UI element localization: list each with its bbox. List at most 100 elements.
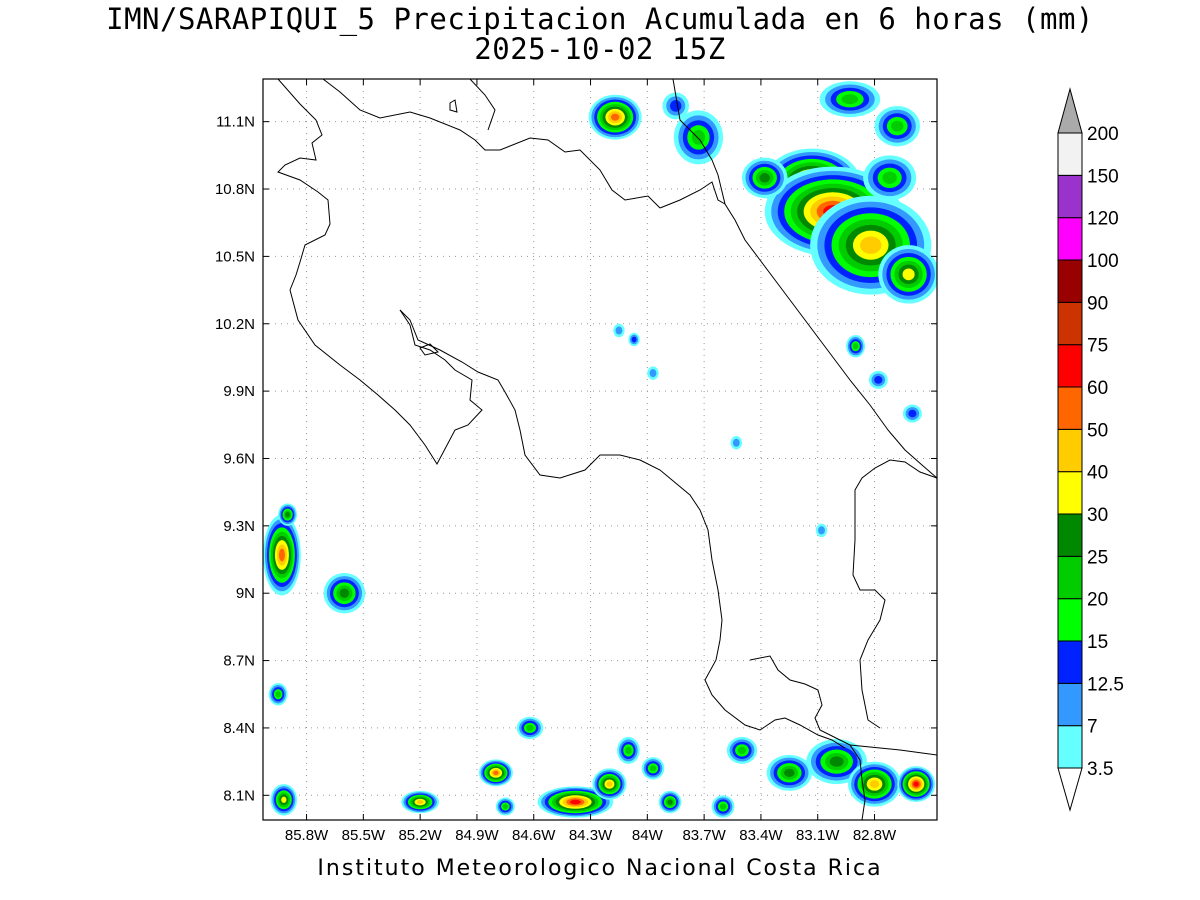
osa-peninsula-coast: [749, 655, 851, 746]
lake-nicaragua-south-shore: [322, 79, 661, 209]
lat-tick-label: 9.6N: [223, 450, 255, 467]
precip-cell: [662, 92, 689, 120]
colorbar-tick-label: 75: [1087, 336, 1108, 357]
lat-tick-label: 9.9N: [223, 383, 255, 400]
precip-contour-level-6: [759, 173, 770, 183]
colorbar-swatch: [1057, 598, 1083, 642]
precip-cell: [278, 503, 298, 526]
precip-contour-level-5: [841, 94, 859, 105]
colorbar-tick-label: 25: [1087, 547, 1108, 568]
nicoya-gulf-island: [419, 343, 439, 356]
precip-cell: [819, 81, 881, 118]
precip-cell: [617, 736, 640, 764]
caribbean-coast: [672, 79, 937, 479]
precip-contour-level-3: [874, 376, 883, 384]
precip-contour-level-5: [625, 746, 632, 755]
precip-cell: [263, 514, 301, 596]
colorbar-tick-label: 30: [1087, 505, 1108, 526]
precip-contour-level-8: [869, 780, 880, 789]
colorbar-swatch: [1057, 301, 1083, 346]
colorbar-swatch: [1057, 471, 1083, 515]
precip-contour-level-5: [891, 120, 904, 132]
lat-tick-label: 8.7N: [223, 653, 255, 670]
precip-contour-level-7: [281, 796, 287, 803]
precip-cell: [726, 736, 758, 764]
precip-cell: [878, 245, 937, 304]
precip-cell: [478, 759, 513, 787]
colorbar-swatch: [1057, 640, 1083, 684]
lat-tick-label: 8.1N: [223, 787, 255, 804]
precip-contour-level-5: [502, 804, 508, 809]
precip-cell: [658, 790, 682, 814]
precip-cell: [628, 332, 640, 347]
colorbar-tick-label: 150: [1087, 166, 1119, 187]
footer-credit: Instituto Meteorologico Nacional Costa R…: [317, 856, 883, 881]
precip-cell: [846, 334, 866, 358]
precip-contour-level-3: [670, 100, 682, 112]
lon-tick-label: 85.8W: [285, 827, 329, 844]
colorbar-tick-label: 50: [1087, 420, 1108, 441]
precip-cell: [815, 523, 828, 538]
colorbar-tick-label: 60: [1087, 378, 1108, 399]
precip-cell: [401, 790, 440, 814]
precip-cell: [863, 155, 917, 201]
precip-cell: [268, 683, 288, 706]
precip-cell: [730, 436, 742, 450]
lat-tick-label: 9.3N: [223, 518, 255, 535]
map-frame: [262, 78, 938, 821]
precip-cell: [874, 105, 920, 147]
nicaragua-northeast-shore: [469, 79, 496, 131]
precip-cell: [902, 404, 922, 423]
colorbar: 3.5 7 12.5 15 20 25 30 40 50 60 75 90 100 120 150 200: [1057, 87, 1124, 812]
colorbar-swatch: [1057, 555, 1083, 600]
lat-tick-label: 8.4N: [223, 720, 255, 737]
colorbar-tick-label: 100: [1087, 251, 1119, 272]
precip-contour-level-5: [275, 691, 281, 698]
colorbar-swatch: [1057, 513, 1083, 557]
colorbar-swatch: [1057, 259, 1083, 303]
precip-contour-level-6: [667, 799, 673, 805]
precip-contour-level-5: [719, 803, 727, 810]
precip-contour-level-2: [649, 369, 657, 378]
island: [449, 99, 458, 113]
lat-tick-label: 10.2N: [215, 316, 255, 333]
precip-cell: [848, 761, 902, 807]
precip-contour-level-5: [526, 724, 534, 731]
map-title: IMN/SARAPIQUI_5 Precipitacion Acumulada …: [106, 2, 1094, 36]
precip-cell: [537, 786, 614, 818]
precip-contour-level-9: [278, 548, 285, 562]
precip-contour-level-5: [649, 765, 657, 772]
precip-contour-level-5: [853, 343, 859, 350]
map-valid-time: 2025-10-02 15Z: [474, 32, 726, 66]
precip-cell: [592, 768, 627, 800]
precip-cell: [495, 797, 515, 816]
nicoya-coast: [289, 289, 483, 465]
colorbar-swatch: [1057, 386, 1083, 430]
precip-contour-level-5: [691, 130, 706, 145]
precip-cell: [673, 110, 724, 165]
precip-contour-level-8: [860, 236, 882, 254]
lake-nicaragua-shore: [277, 79, 331, 291]
precip-cell: [323, 573, 366, 614]
lat-tick-label: 11.1N: [216, 114, 255, 131]
colorbar-tick-label: 3.5: [1087, 759, 1113, 780]
colorbar-swatch: [1057, 682, 1083, 727]
colorbar-min-triangle: [1057, 767, 1083, 812]
precip-contour-level-2: [732, 438, 740, 447]
precip-contour-level-2: [615, 326, 623, 335]
colorbar-swatch: [1057, 174, 1083, 219]
colorbar-swatch: [1057, 132, 1083, 176]
lon-tick-label: 85.2W: [398, 827, 442, 844]
lat-tick-label: 10.5N: [215, 248, 255, 265]
colorbar-swatch: [1057, 217, 1083, 261]
lon-tick-label: 84.3W: [569, 827, 613, 844]
precip-cell: [647, 366, 659, 380]
precip-contour-level-3: [631, 336, 637, 343]
precip-cell: [270, 784, 298, 816]
precip-cell: [641, 757, 665, 780]
colorbar-swatch: [1057, 725, 1083, 769]
precip-contour-level-7: [902, 268, 915, 281]
precip-contour-level-10: [569, 799, 581, 805]
precip-cell: [516, 716, 544, 740]
